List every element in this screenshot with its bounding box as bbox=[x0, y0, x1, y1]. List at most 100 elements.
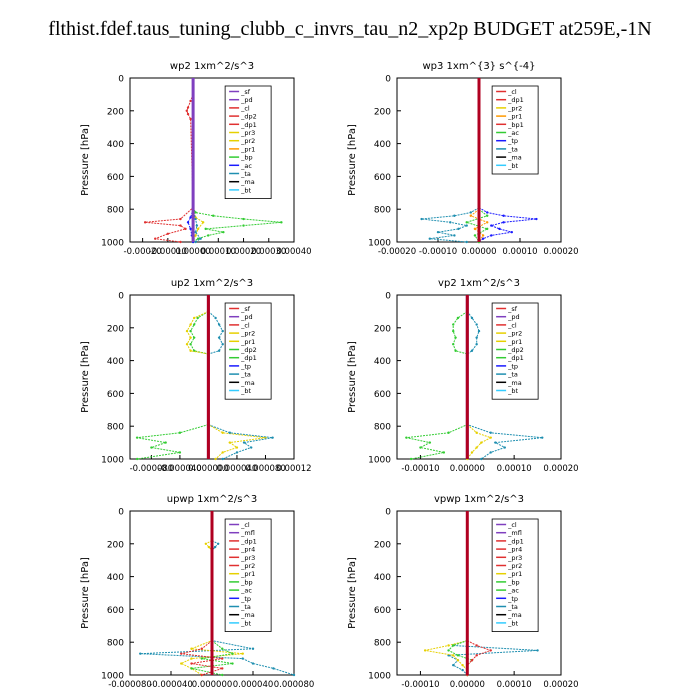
legend-label: _bt bbox=[507, 387, 518, 395]
series-point bbox=[200, 673, 203, 677]
series-point bbox=[190, 647, 193, 650]
y-tick-label: 400 bbox=[374, 357, 391, 367]
x-tick-label: -0.00010 bbox=[401, 680, 439, 690]
series-point bbox=[189, 323, 192, 326]
series-point bbox=[186, 106, 190, 109]
series-point bbox=[189, 117, 192, 121]
chart-title: wp2 1xm^2/s^3 bbox=[170, 61, 254, 72]
series-point bbox=[494, 441, 497, 444]
x-tick-label: 0.00010 bbox=[201, 247, 236, 257]
series-point bbox=[180, 662, 183, 665]
x-tick-label: 0.000000 bbox=[192, 680, 233, 690]
series-point bbox=[454, 336, 457, 339]
series-point bbox=[475, 644, 478, 647]
legend-label: _ma bbox=[240, 379, 255, 387]
legend-label: _tp bbox=[507, 362, 518, 370]
y-tick-label: 200 bbox=[374, 324, 391, 334]
series-point bbox=[535, 217, 538, 221]
legend-label: _bt bbox=[240, 619, 251, 627]
x-tick-label: -0.000040 bbox=[149, 680, 193, 690]
series-point bbox=[271, 436, 274, 439]
series-point bbox=[235, 446, 239, 449]
series-point bbox=[486, 227, 489, 231]
legend-label: _pr3 bbox=[507, 554, 522, 562]
y-tick-label: 400 bbox=[374, 140, 391, 150]
series-point bbox=[423, 649, 427, 652]
y-tick-label: 0 bbox=[385, 292, 391, 302]
y-tick-label: 1000 bbox=[368, 672, 391, 682]
x-tick-label: 0.00040 bbox=[276, 247, 311, 257]
y-axis-label: Pressure [hPa] bbox=[80, 124, 91, 196]
series-point bbox=[192, 336, 196, 339]
series-point bbox=[461, 668, 464, 672]
legend-label: _pr2 bbox=[507, 104, 522, 112]
series-point bbox=[139, 652, 142, 655]
legend-label: _dp2 bbox=[240, 346, 257, 354]
series-point bbox=[207, 234, 210, 237]
legend-label: _cl bbox=[507, 321, 517, 329]
legend-box bbox=[491, 85, 539, 175]
series-point bbox=[457, 227, 460, 231]
legend-label: _pr2 bbox=[507, 330, 522, 338]
y-tick-label: 1000 bbox=[101, 239, 124, 249]
series-point bbox=[214, 316, 217, 320]
series-point bbox=[470, 451, 474, 454]
x-tick-label: 0.00010 bbox=[497, 680, 532, 690]
plot-frame bbox=[129, 77, 295, 243]
legend-box bbox=[491, 302, 539, 400]
y-tick-label: 200 bbox=[107, 540, 124, 550]
series-point bbox=[452, 663, 455, 667]
series-point bbox=[189, 227, 192, 231]
series-point bbox=[475, 446, 478, 449]
series-point bbox=[242, 217, 245, 221]
series-point bbox=[452, 323, 455, 326]
legend-label: _ma bbox=[240, 611, 255, 619]
series-point bbox=[481, 234, 485, 237]
series-point bbox=[217, 323, 221, 326]
series-point bbox=[503, 446, 506, 449]
series-point bbox=[221, 329, 224, 333]
y-tick-label: 800 bbox=[107, 423, 124, 433]
legend-label: _bp bbox=[240, 578, 253, 586]
series-point bbox=[461, 663, 464, 667]
series-point bbox=[475, 343, 478, 346]
series-point bbox=[470, 316, 474, 320]
legend-label: _dp1 bbox=[240, 354, 257, 362]
legend-label: _pr4 bbox=[240, 546, 255, 554]
y-tick-label: 400 bbox=[107, 573, 124, 583]
series-line-dp1 bbox=[137, 310, 209, 460]
series-point bbox=[189, 216, 192, 219]
series-point bbox=[449, 221, 452, 224]
series-point bbox=[189, 349, 192, 352]
y-tick-label: 0 bbox=[385, 75, 391, 85]
series-point bbox=[475, 336, 478, 339]
series-point bbox=[452, 654, 455, 657]
series-point bbox=[475, 323, 478, 326]
series-point bbox=[280, 221, 283, 224]
series-point bbox=[456, 316, 460, 320]
y-axis-label: Pressure [hPa] bbox=[80, 341, 91, 413]
legend-box bbox=[224, 302, 272, 400]
y-tick-label: 800 bbox=[374, 639, 391, 649]
legend-box bbox=[491, 518, 539, 632]
series-point bbox=[541, 436, 544, 439]
series-point bbox=[231, 652, 234, 655]
page-title: flthist.fdef.taus_tuning_clubb_c_invrs_t… bbox=[48, 18, 652, 40]
series-point bbox=[453, 214, 456, 217]
series-point bbox=[490, 224, 493, 227]
y-tick-label: 800 bbox=[107, 206, 124, 216]
x-tick-label: 0.00012 bbox=[276, 464, 311, 474]
series-point bbox=[196, 237, 200, 240]
series-point bbox=[194, 240, 197, 244]
series-point bbox=[194, 234, 197, 237]
series-point bbox=[221, 647, 224, 650]
x-tick-label: 0.00020 bbox=[226, 247, 261, 257]
series-point bbox=[204, 227, 207, 231]
series-point bbox=[465, 240, 468, 244]
series-point bbox=[178, 431, 182, 434]
chart-title: up2 1xm^2/s^3 bbox=[171, 278, 253, 289]
legend-label: _bp1 bbox=[507, 121, 524, 129]
legend-label: _pd bbox=[240, 96, 253, 104]
legend-label: _mfl bbox=[240, 529, 255, 537]
x-tick-label: 0.00000 bbox=[175, 247, 210, 257]
